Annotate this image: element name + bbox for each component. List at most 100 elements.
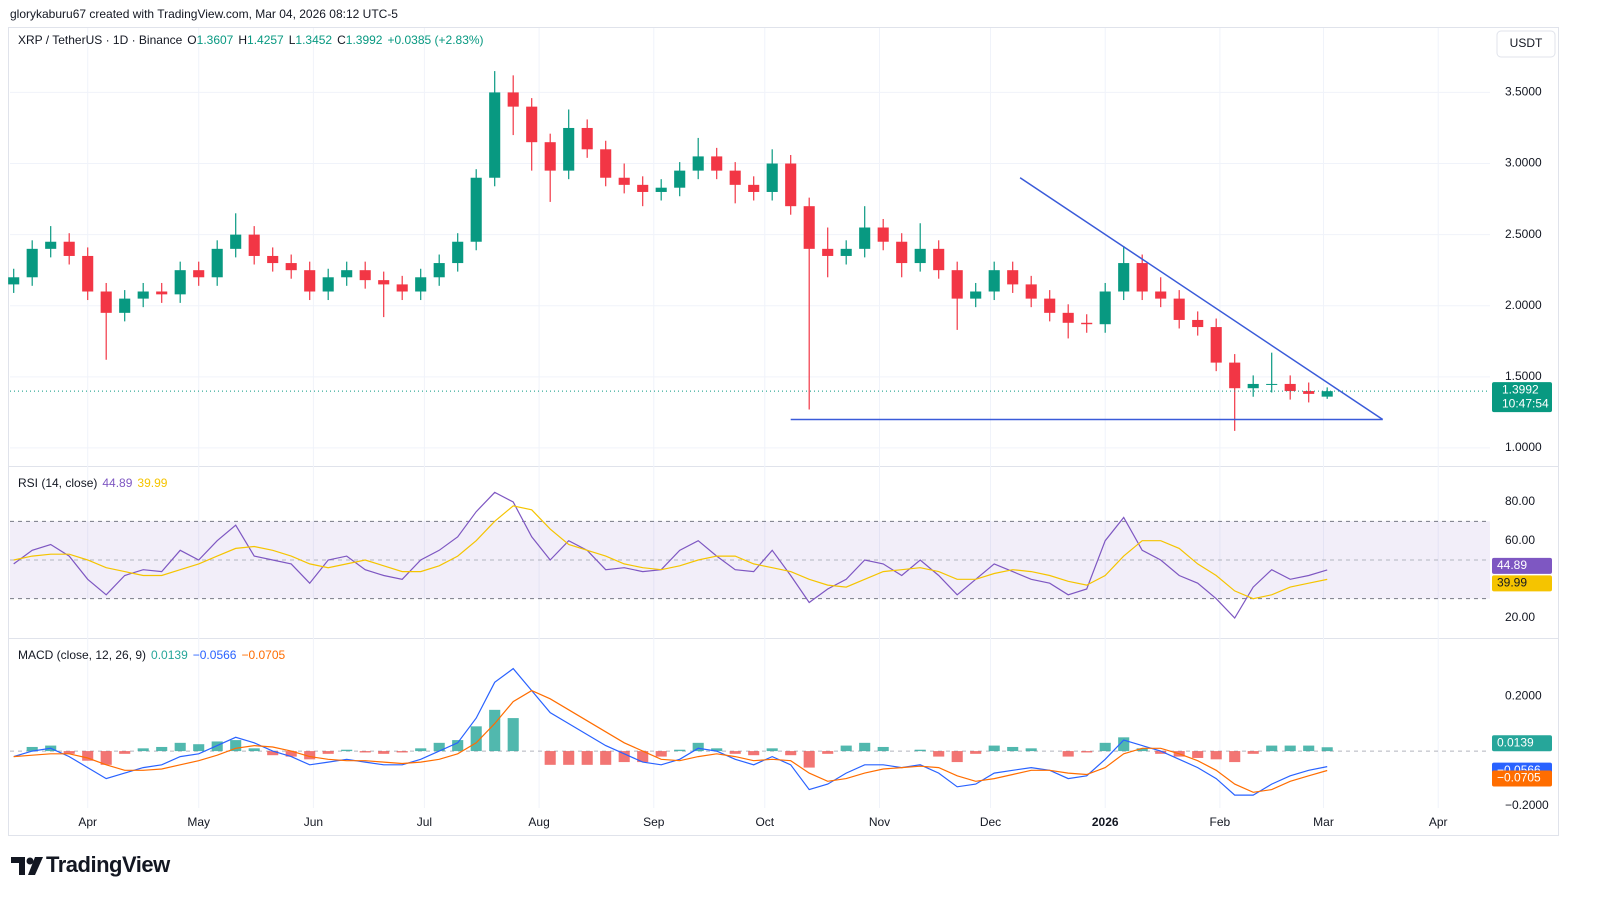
rsi-value-label: 44.89 bbox=[1497, 558, 1527, 572]
histogram-bar bbox=[507, 718, 519, 752]
histogram-bar bbox=[914, 749, 926, 752]
histogram-bar bbox=[877, 746, 889, 752]
candle-body bbox=[803, 206, 815, 249]
macd-value-label: −0.0705 bbox=[1497, 771, 1541, 785]
x-tick-label: Nov bbox=[869, 815, 890, 829]
y-tick-label: 20.00 bbox=[1505, 610, 1535, 624]
histogram-bar bbox=[193, 744, 205, 752]
histogram-bar bbox=[563, 751, 575, 765]
y-tick-label: 3.0000 bbox=[1505, 156, 1542, 170]
histogram-bar bbox=[822, 751, 834, 754]
rsi-value-label-badge bbox=[1492, 575, 1552, 592]
histogram-bar bbox=[63, 751, 75, 754]
candle-body bbox=[1229, 362, 1241, 389]
histogram-bar bbox=[655, 751, 667, 757]
histogram-bar bbox=[285, 751, 297, 757]
histogram-bar bbox=[1155, 751, 1167, 754]
candle-body bbox=[230, 234, 242, 249]
candle-body bbox=[156, 291, 168, 295]
histogram-bar bbox=[859, 742, 871, 752]
ohlc-value: 1.3607 bbox=[196, 33, 234, 47]
histogram-bar bbox=[378, 751, 390, 754]
last-price: 1.3992 bbox=[1502, 382, 1539, 396]
histogram-bar bbox=[1081, 751, 1093, 753]
candle-body bbox=[248, 234, 260, 256]
candle-body bbox=[63, 241, 75, 256]
x-tick-label: Sep bbox=[643, 815, 665, 829]
candle-body bbox=[581, 127, 593, 150]
candle-body bbox=[877, 227, 889, 242]
candle-body bbox=[1192, 319, 1204, 328]
ohlc-value: 1.3452 bbox=[295, 33, 333, 47]
histogram-bar bbox=[174, 742, 186, 752]
x-tick-label: Apr bbox=[1429, 815, 1448, 829]
y-tick-label: −0.2000 bbox=[1505, 798, 1549, 812]
histogram-bar bbox=[82, 751, 94, 761]
symbol: XRP / TetherUS · 1D · Binance bbox=[18, 33, 183, 47]
x-tick-label: Jun bbox=[304, 815, 323, 829]
histogram-bar bbox=[581, 751, 593, 765]
countdown: 10:47:54 bbox=[1502, 396, 1549, 410]
candle-body bbox=[914, 248, 926, 264]
candle-body bbox=[137, 291, 149, 299]
rsi-legend: RSI (14, close) 44.89 39.99 bbox=[18, 476, 172, 490]
histogram-value-label: 0.0139 bbox=[1497, 735, 1534, 749]
histogram-bar bbox=[1118, 737, 1130, 752]
histogram-bar bbox=[1099, 742, 1111, 752]
y-tick-label: 2.0000 bbox=[1505, 298, 1542, 312]
candle-body bbox=[692, 156, 704, 171]
histogram-bar bbox=[1284, 745, 1296, 752]
histogram-bar bbox=[600, 751, 612, 765]
candle-body bbox=[933, 248, 945, 271]
histogram-bar bbox=[304, 751, 316, 760]
candle-body bbox=[415, 277, 427, 292]
histogram-bar bbox=[803, 751, 815, 768]
candle-body bbox=[729, 170, 741, 185]
histogram-bar bbox=[26, 746, 38, 752]
histogram-bar bbox=[1303, 745, 1315, 752]
candle-body bbox=[100, 291, 112, 313]
candle-body bbox=[359, 270, 371, 281]
change: +0.0385 (+2.83%) bbox=[387, 33, 484, 47]
indicator-value: 39.99 bbox=[137, 476, 168, 490]
candle-body bbox=[267, 255, 279, 264]
indicator-title: RSI (14, close) bbox=[18, 476, 98, 490]
indicator-value: 44.89 bbox=[102, 476, 133, 490]
candle-body bbox=[1173, 298, 1185, 320]
currency[interactable]: USDT bbox=[1510, 36, 1543, 50]
candle-body bbox=[119, 298, 131, 313]
candle-body bbox=[766, 163, 778, 192]
histogram-bar bbox=[970, 751, 982, 754]
candle-body bbox=[1303, 391, 1315, 394]
histogram-bar bbox=[933, 751, 945, 757]
candle-body bbox=[1062, 312, 1074, 323]
frame bbox=[8, 27, 1559, 836]
histogram-bar bbox=[951, 751, 963, 763]
candle-body bbox=[1136, 263, 1148, 292]
candle-body bbox=[1155, 291, 1167, 299]
currency-button[interactable] bbox=[1496, 30, 1556, 58]
histogram-bar bbox=[1025, 748, 1037, 752]
histogram-bar bbox=[692, 742, 704, 752]
candle-body bbox=[785, 163, 797, 207]
candle-body bbox=[618, 177, 630, 185]
candle-body bbox=[1007, 270, 1019, 285]
histogram-bar bbox=[341, 749, 353, 752]
histogram-bar bbox=[156, 746, 168, 752]
x-tick-label: May bbox=[187, 815, 210, 829]
candle-body bbox=[655, 187, 667, 192]
candle-body bbox=[1210, 327, 1222, 363]
candle-body bbox=[1247, 383, 1259, 389]
x-tick-label: Dec bbox=[980, 815, 1001, 829]
histogram-bar bbox=[1229, 751, 1241, 763]
histogram-bar bbox=[248, 748, 260, 752]
histogram-bar bbox=[489, 709, 501, 752]
candle-body bbox=[600, 149, 612, 178]
histogram-bar bbox=[1210, 751, 1222, 760]
candle-body bbox=[822, 248, 834, 256]
candle-body bbox=[970, 291, 982, 299]
y-tick-label: 60.00 bbox=[1505, 533, 1535, 547]
histogram-bar bbox=[322, 751, 334, 754]
